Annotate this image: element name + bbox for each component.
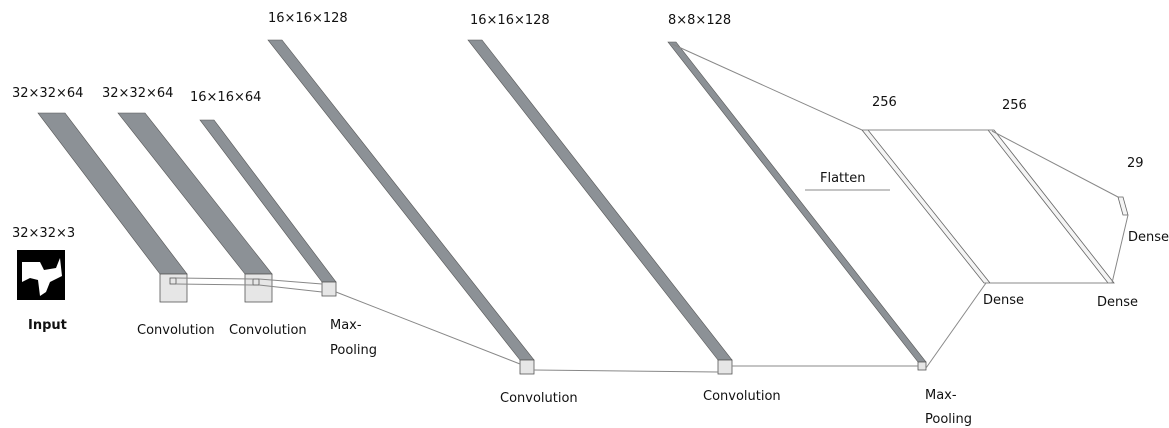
units-label: 256 — [1002, 98, 1027, 113]
layer-label: Convolution — [229, 323, 307, 338]
dims-label: 16×16×128 — [470, 13, 550, 28]
dense-slab — [1118, 197, 1128, 215]
input-image — [17, 250, 65, 300]
layer-label: Dense — [1128, 230, 1169, 245]
block — [268, 40, 534, 374]
layer-label: Convolution — [500, 391, 578, 406]
units-label: 256 — [872, 95, 897, 110]
block — [668, 42, 926, 370]
layer-label: Max- — [330, 318, 362, 333]
cnn-diagram: 32×32×3 Input 32×32×64 32×32×64 16×16×64… — [0, 0, 1169, 428]
layer-label: Convolution — [703, 389, 781, 404]
dense-slab — [988, 130, 1114, 283]
block — [118, 113, 272, 302]
units-label: 29 — [1127, 156, 1144, 171]
layer-label: Max- — [925, 388, 957, 403]
dims-label: 32×32×3 — [12, 226, 75, 241]
dims-label: 16×16×128 — [268, 11, 348, 26]
layer-label: Dense — [983, 293, 1024, 308]
flatten-label: Flatten — [820, 171, 866, 186]
layer-label: Input — [28, 318, 67, 333]
block — [468, 40, 732, 374]
dims-label: 32×32×64 — [12, 86, 83, 101]
layer-label: Pooling — [925, 412, 972, 427]
dense-slab — [862, 130, 990, 283]
layer-label: Pooling — [330, 343, 377, 358]
dims-label: 8×8×128 — [668, 13, 731, 28]
dims-label: 32×32×64 — [102, 86, 173, 101]
dims-label: 16×16×64 — [190, 90, 261, 105]
layer-label: Dense — [1097, 295, 1138, 310]
layer-label: Convolution — [137, 323, 215, 338]
